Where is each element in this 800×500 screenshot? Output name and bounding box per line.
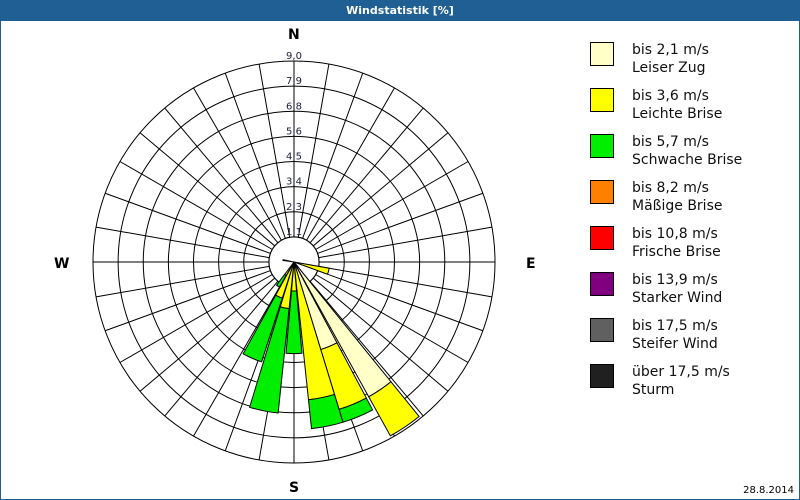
- grid-spoke: [119, 161, 273, 250]
- compass-south-label: S: [289, 480, 300, 496]
- radial-tick-label: 6,8: [286, 101, 302, 112]
- grid-spoke: [95, 226, 270, 259]
- legend-label: Mäßige Brise: [632, 198, 723, 214]
- grid-spoke: [104, 270, 271, 332]
- legend-range: bis 2,1 m/s: [632, 42, 709, 58]
- legend-swatch: [590, 88, 614, 112]
- legend-label: Steifer Wind: [632, 336, 718, 352]
- grid-spoke: [193, 87, 282, 241]
- legend-swatch: [590, 42, 614, 66]
- grid-spoke: [315, 274, 469, 363]
- legend-range: bis 10,8 m/s: [632, 226, 718, 242]
- grid-spoke: [139, 132, 276, 247]
- grid-spoke: [104, 192, 271, 254]
- legend-label: Sturm: [632, 382, 675, 398]
- legend-range: bis 5,7 m/s: [632, 134, 709, 150]
- radial-tick-label: 4,5: [286, 152, 302, 163]
- legend-range: über 17,5 m/s: [632, 364, 730, 380]
- grid-spoke: [139, 277, 276, 392]
- radial-tick-label: 7,9: [286, 76, 302, 87]
- grid-spoke: [164, 280, 279, 417]
- rose-petal-segment: [275, 273, 287, 288]
- legend-range: bis 17,5 m/s: [632, 318, 718, 334]
- legend-label: Starker Wind: [632, 290, 723, 306]
- grid-spoke: [312, 132, 449, 247]
- grid-spoke: [224, 72, 286, 239]
- grid-spoke: [309, 280, 424, 417]
- legend-range: bis 13,9 m/s: [632, 272, 718, 288]
- grid-spoke: [318, 265, 493, 298]
- rose-petal-segment: [307, 393, 344, 430]
- legend-range: bis 3,6 m/s: [632, 88, 709, 104]
- radial-tick-label: 5,6: [286, 126, 302, 137]
- radial-tick-label: 2,3: [286, 202, 302, 213]
- rose-petal-segment: [293, 261, 330, 275]
- legend-swatch: [590, 364, 614, 388]
- legend-swatch: [590, 180, 614, 204]
- grid-spoke: [164, 107, 279, 244]
- grid-spoke: [317, 192, 484, 254]
- grid-spoke: [318, 226, 493, 259]
- radial-tick-label: 1,1: [286, 227, 302, 238]
- radial-tick-label: 3,4: [286, 177, 302, 188]
- grid-spoke: [119, 274, 273, 363]
- grid-spoke: [309, 107, 424, 244]
- legend-label: Schwache Brise: [632, 152, 743, 168]
- grid-spoke: [317, 270, 484, 332]
- grid-spoke: [306, 87, 395, 241]
- radial-tick-label: 9,0: [286, 51, 302, 62]
- grid-spoke: [302, 72, 364, 239]
- rose-petal-segment: [248, 306, 290, 414]
- legend-swatch: [590, 272, 614, 296]
- chart-date: 28.8.2014: [743, 485, 794, 496]
- chart-title: Windstatistik [%]: [0, 0, 800, 21]
- rose-petal-segment: [285, 290, 303, 355]
- legend-label: Frische Brise: [632, 244, 721, 260]
- compass-east-label: E: [526, 256, 536, 272]
- grid-spoke: [315, 161, 469, 250]
- legend-label: Leiser Zug: [632, 60, 706, 76]
- grid-spoke: [297, 63, 330, 238]
- legend-swatch: [590, 134, 614, 158]
- rose-petal-segment: [282, 259, 295, 263]
- compass-west-label: W: [54, 256, 70, 272]
- grid-spoke: [312, 277, 449, 392]
- rose-petal-segment: [368, 381, 420, 437]
- legend-swatch: [590, 318, 614, 342]
- grid-spoke: [95, 265, 270, 298]
- legend-swatch: [590, 226, 614, 250]
- legend-label: Leichte Brise: [632, 106, 723, 122]
- rose-petal-segment: [242, 294, 283, 363]
- grid-spoke: [258, 63, 291, 238]
- legend-range: bis 8,2 m/s: [632, 180, 709, 196]
- grid-spoke: [193, 283, 282, 437]
- compass-north-label: N: [288, 27, 300, 43]
